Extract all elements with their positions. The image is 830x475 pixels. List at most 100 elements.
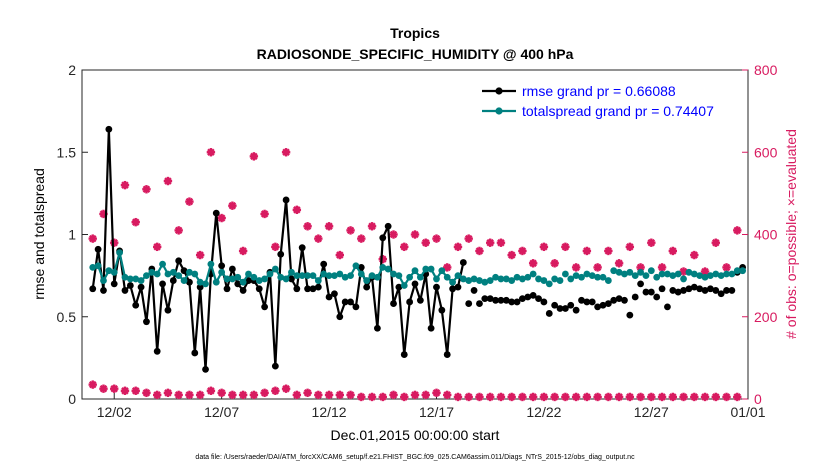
series-point-rmse <box>164 306 172 314</box>
series-point-spread <box>126 275 134 283</box>
obs-evaluated-marker <box>443 390 452 400</box>
obs-possible-marker <box>120 180 130 190</box>
obs-evaluated-marker <box>410 390 420 400</box>
series-point-spread <box>604 277 612 284</box>
obs-evaluated-marker <box>195 390 205 400</box>
series-point-rmse <box>255 285 263 293</box>
obs-evaluated-marker <box>550 392 559 402</box>
series-point-spread <box>266 270 274 278</box>
obs-evaluated-marker <box>571 392 581 402</box>
obs-possible-marker <box>453 242 463 252</box>
y-right-tick-label: 600 <box>754 144 778 160</box>
series-point-spread <box>390 270 397 278</box>
series-point-spread <box>427 265 435 273</box>
series-point-spread <box>100 277 107 284</box>
series-point-rmse <box>707 285 714 293</box>
series-point-rmse <box>572 306 580 314</box>
obs-possible-marker <box>228 201 237 210</box>
x-axis-label: Dec.01,2015 00:00:00 start <box>331 427 500 443</box>
obs-evaluated-marker <box>507 392 516 402</box>
obs-evaluated-marker <box>378 392 387 402</box>
obs-evaluated-marker <box>217 388 226 398</box>
obs-evaluated-marker <box>238 390 248 400</box>
series-point-rmse <box>110 280 118 288</box>
series-point-rmse <box>433 283 440 291</box>
series-point-spread <box>94 262 102 270</box>
series-point-spread <box>707 272 714 280</box>
series-point-spread <box>497 275 505 283</box>
obs-possible-marker <box>464 234 473 243</box>
series-point-rmse <box>331 290 338 298</box>
series-point-spread <box>159 260 166 268</box>
series-point-spread <box>400 282 408 289</box>
series-point-rmse <box>293 285 301 293</box>
series-point-spread <box>690 270 698 278</box>
series-point-spread <box>416 273 424 281</box>
series-point-rmse <box>180 267 188 275</box>
legend-label-spread: totalspread grand pr = 0.74407 <box>522 103 714 119</box>
series-point-spread <box>578 273 585 281</box>
series-point-spread <box>717 272 725 280</box>
obs-possible-marker <box>410 230 420 239</box>
obs-evaluated-marker <box>367 392 377 402</box>
series-point-rmse <box>379 234 387 242</box>
obs-evaluated-marker <box>668 392 678 402</box>
series-point-spread <box>228 275 236 283</box>
series-point-spread <box>218 268 226 276</box>
series-point-spread <box>674 270 682 278</box>
obs-possible-marker <box>625 242 635 252</box>
series-point-rmse <box>540 298 548 306</box>
obs-possible-marker <box>475 246 484 256</box>
series-point-spread <box>556 277 564 284</box>
obs-evaluated-marker <box>152 390 162 400</box>
series-point-spread <box>610 267 618 275</box>
obs-possible-marker <box>367 222 377 231</box>
series-point-spread <box>175 272 183 280</box>
obs-possible-marker <box>593 263 602 272</box>
series-point-spread <box>567 275 575 283</box>
series-point-spread <box>288 268 295 276</box>
series-point-rmse <box>723 287 730 294</box>
series-point-spread <box>653 273 661 281</box>
y-tick-label: 1 <box>68 227 76 243</box>
obs-possible-marker <box>550 259 559 268</box>
obs-possible-marker <box>303 222 312 231</box>
series-point-spread <box>169 268 177 276</box>
series-point-rmse <box>212 209 220 217</box>
series-point-spread <box>304 272 311 280</box>
obs-evaluated-marker <box>228 390 237 400</box>
obs-evaluated-marker <box>647 392 656 402</box>
series-point-rmse <box>465 300 473 307</box>
obs-evaluated-marker <box>679 392 688 402</box>
x-tick-label: 12/17 <box>419 404 454 420</box>
y-tick-label: 1.5 <box>57 144 77 160</box>
series-point-spread <box>245 270 252 278</box>
series-point-spread <box>121 273 129 281</box>
obs-evaluated-marker <box>700 392 710 402</box>
obs-possible-marker <box>152 242 162 252</box>
series-point-spread <box>374 273 381 281</box>
series-point-rmse <box>320 260 328 268</box>
series-point-spread <box>615 268 623 276</box>
obs-evaluated-marker <box>722 392 731 402</box>
series-point-spread <box>728 270 736 278</box>
obs-possible-marker <box>142 185 151 194</box>
series-point-spread <box>341 273 349 281</box>
obs-possible-marker <box>518 246 527 256</box>
series-point-spread <box>137 277 145 284</box>
x-tick-label: 12/27 <box>634 404 669 420</box>
obs-possible-marker <box>195 250 205 260</box>
series-point-rmse <box>556 305 564 312</box>
series-point-rmse <box>411 280 419 288</box>
obs-possible-marker <box>561 242 570 252</box>
obs-evaluated-marker <box>593 392 602 402</box>
x-tick-label: 12/12 <box>312 404 347 420</box>
series-point-spread <box>239 278 247 286</box>
series-point-spread <box>599 273 607 281</box>
obs-possible-marker <box>485 238 495 247</box>
obs-evaluated-marker <box>475 392 484 402</box>
series-point-spread <box>153 270 161 278</box>
series-point-rmse <box>395 283 403 291</box>
series-point-rmse <box>551 301 559 309</box>
